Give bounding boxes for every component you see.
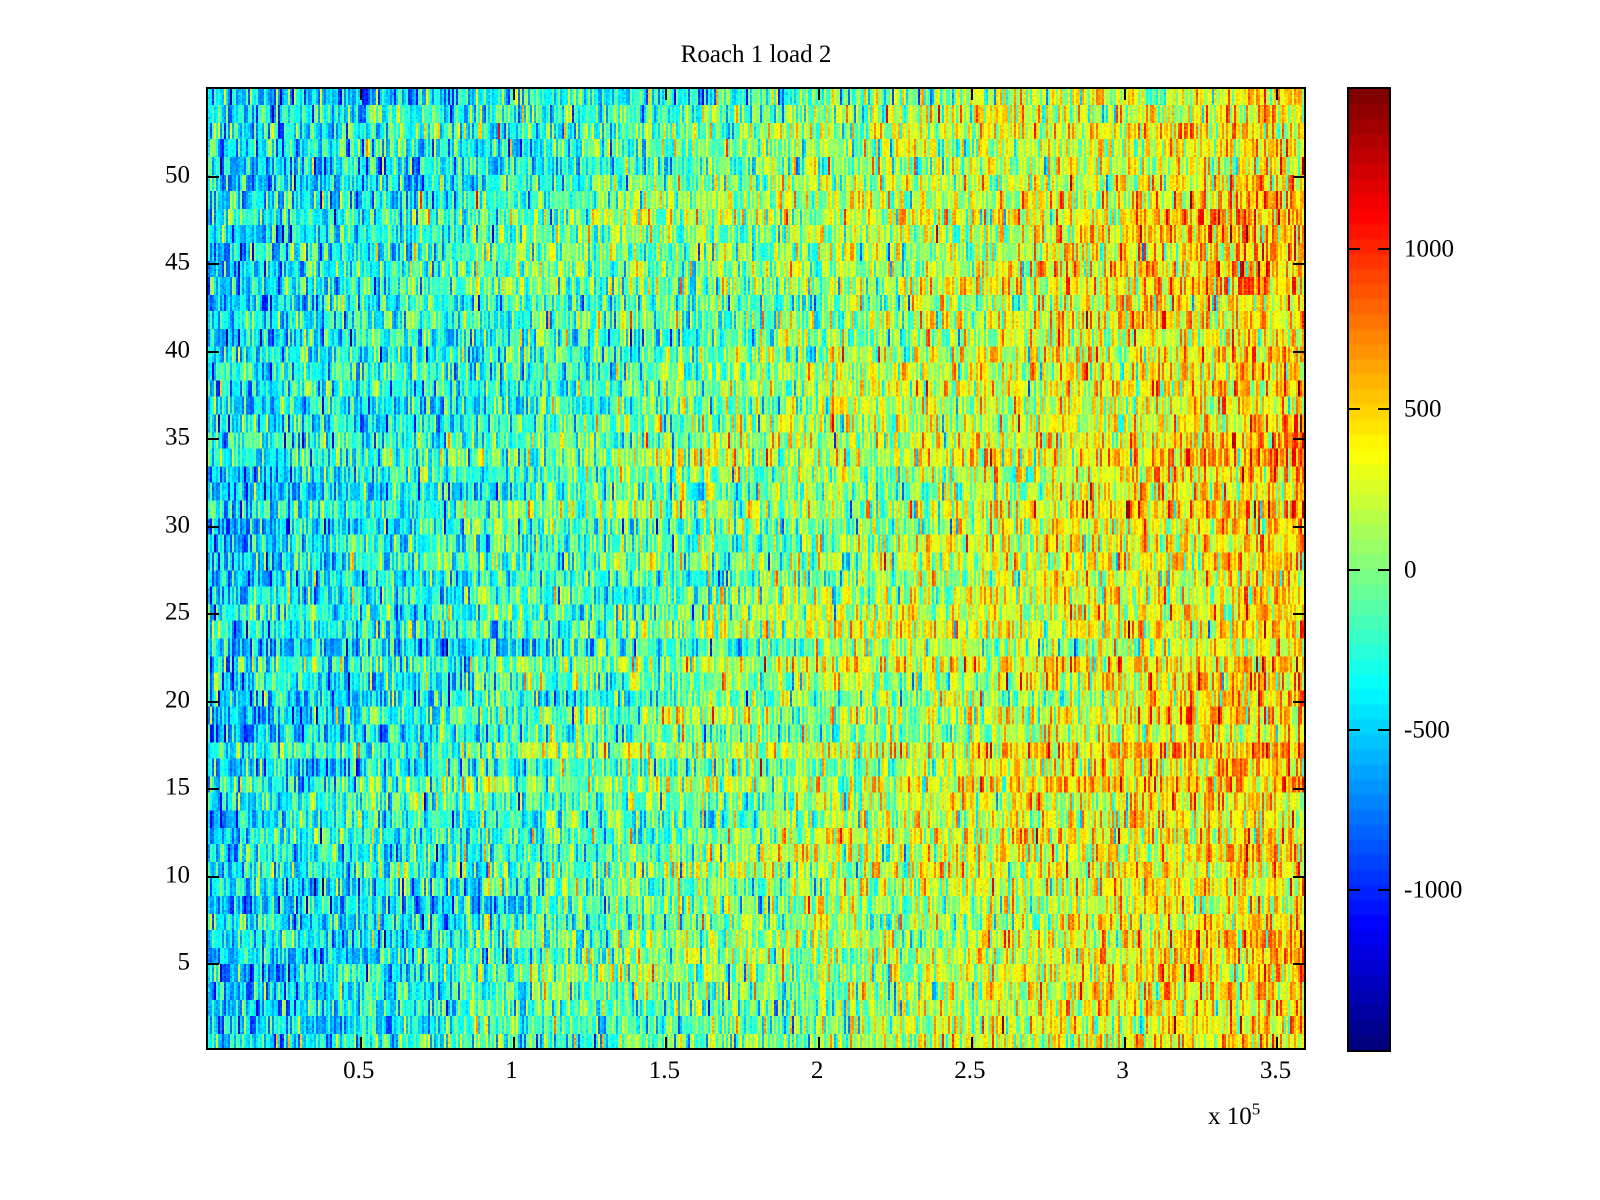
y-axis-tick-label: 5 [177, 948, 191, 976]
axis-tick [512, 1037, 515, 1048]
y-axis-tick-label: 40 [165, 336, 190, 364]
axis-tick [208, 963, 219, 966]
axis-tick [208, 350, 219, 353]
heatmap-axes[interactable] [206, 87, 1306, 1050]
axis-tick [1293, 438, 1304, 441]
axis-tick [818, 1037, 821, 1048]
colorbar-tick [1378, 408, 1389, 411]
colorbar-tick [1349, 408, 1360, 411]
colorbar-tick [1378, 568, 1389, 571]
x-axis-tick-label: 2.5 [954, 1057, 986, 1084]
axis-tick [1293, 613, 1304, 616]
colorbar-tick-label: -500 [1404, 716, 1450, 744]
axis-tick [208, 613, 219, 616]
page-title: Roach 1 load 2 [680, 41, 832, 68]
axis-tick [1293, 175, 1304, 178]
axis-tick [512, 89, 515, 100]
x-exponent-prefix: x 10 [1208, 1103, 1252, 1130]
y-axis-tick-label: 15 [165, 773, 190, 801]
axis-tick [208, 875, 219, 878]
x-axis-tick-label: 3 [1116, 1057, 1129, 1084]
axis-tick [1293, 963, 1304, 966]
axis-tick [1293, 263, 1304, 266]
heatmap-image [208, 89, 1304, 1048]
y-axis-tick-label: 50 [165, 161, 190, 189]
axis-tick [665, 1037, 668, 1048]
axis-tick [359, 1037, 362, 1048]
x-axis-exponent-label: x 105 [1208, 1099, 1261, 1131]
x-axis-tick-label: 2 [810, 1057, 824, 1084]
x-exponent-power: 5 [1251, 1099, 1261, 1119]
colorbar-tick [1349, 248, 1360, 251]
x-axis-tick-label: 1.5 [648, 1057, 680, 1084]
axis-tick [208, 525, 219, 528]
axis-tick [1276, 89, 1279, 100]
axis-tick [1276, 1037, 1279, 1048]
axis-tick [970, 89, 973, 100]
axis-tick [1293, 875, 1304, 878]
colorbar-tick [1349, 888, 1360, 891]
axis-tick [208, 788, 219, 791]
y-axis-tick-label: 20 [165, 686, 190, 714]
colorbar-tick-label: 0 [1404, 556, 1417, 583]
axis-tick [208, 175, 219, 178]
colorbar-tick [1378, 248, 1389, 251]
axis-tick [1123, 1037, 1126, 1048]
axis-tick [208, 263, 219, 266]
colorbar-tick [1378, 728, 1389, 731]
axis-tick [208, 700, 219, 703]
y-axis-tick-label: 45 [165, 248, 190, 276]
colorbar-tick-label: 500 [1404, 395, 1442, 423]
axis-tick [1293, 525, 1304, 528]
colorbar-tick [1378, 888, 1389, 891]
x-axis-tick-label: 3.5 [1259, 1057, 1292, 1084]
axis-tick [1293, 700, 1304, 703]
y-axis-tick-label: 30 [165, 511, 190, 539]
axis-tick [970, 1037, 973, 1048]
colorbar[interactable] [1347, 87, 1391, 1052]
colorbar-tick-label: 1000 [1404, 235, 1454, 263]
y-axis-tick-label: 10 [165, 861, 190, 889]
x-axis-tick-label: 1 [505, 1057, 518, 1084]
colorbar-tick [1349, 728, 1360, 731]
axis-tick [1293, 788, 1304, 791]
axis-tick [359, 89, 362, 100]
colorbar-tick-label: -1000 [1404, 876, 1463, 904]
axis-tick [818, 89, 821, 100]
axis-tick [1293, 350, 1304, 353]
axis-tick [1123, 89, 1126, 100]
y-axis-tick-label: 25 [165, 598, 190, 626]
axis-tick [208, 438, 219, 441]
axis-tick [665, 89, 668, 100]
x-axis-tick-label: 0.5 [343, 1057, 375, 1084]
colorbar-tick [1349, 568, 1360, 571]
y-axis-tick-label: 35 [165, 423, 190, 451]
